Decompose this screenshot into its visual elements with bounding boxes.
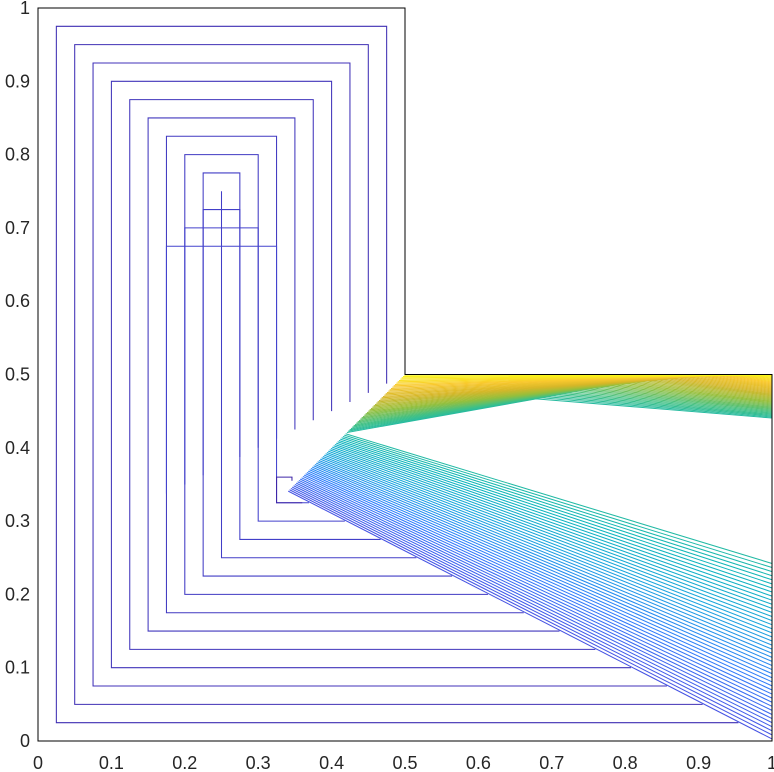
contour-lines: [55, 25, 773, 740]
contour-line: [300, 478, 773, 703]
contour-line: [291, 486, 773, 728]
contour-line: [328, 450, 773, 618]
contour-line: [289, 489, 773, 736]
contour-line: [310, 467, 773, 671]
contour-line: [302, 475, 773, 695]
contour-line: [317, 461, 773, 650]
contour-line: [332, 446, 773, 605]
contour-line: [342, 435, 773, 573]
contour-line: [340, 438, 773, 581]
contour-line: [314, 463, 773, 658]
contour-line: [306, 471, 773, 683]
contour-line: [287, 490, 773, 740]
y-tick-label: 0.1: [5, 658, 30, 678]
contour-line: [322, 455, 773, 634]
contour-line: [330, 447, 773, 609]
contour-line: [290, 487, 773, 732]
x-tick-label: 0.8: [613, 753, 638, 772]
contour-line: [220, 191, 417, 559]
contour-line: [312, 466, 773, 666]
contour-line: [318, 459, 773, 646]
contour-line: [110, 80, 632, 669]
contour-line: [92, 62, 667, 687]
domain-boundary: [37, 7, 773, 742]
y-tick-label: 1: [20, 0, 30, 18]
x-tick-label: 0.3: [246, 753, 271, 772]
y-axis-ticks: 0 0.1 0.2 0.3 0.4 0.5 0.6 0.7 0.8 0.9 1: [5, 0, 30, 751]
contour-line: [313, 465, 773, 662]
x-tick-label: 0.5: [392, 753, 417, 772]
contour-line: [338, 439, 773, 585]
contour-line: [129, 99, 596, 650]
contour-line: [55, 25, 739, 724]
x-tick-label: 0.1: [99, 753, 124, 772]
contour-line: [294, 483, 773, 720]
contour-line: [329, 449, 773, 613]
x-tick-label: 0.9: [686, 753, 711, 772]
x-tick-label: 0.6: [466, 753, 491, 772]
contour-line: [298, 479, 773, 707]
contour-line: [184, 227, 345, 522]
contour-line: [202, 209, 381, 540]
contour-line: [325, 453, 773, 626]
contour-line: [345, 433, 773, 564]
contour-line: [344, 434, 773, 569]
y-tick-label: 0.8: [5, 145, 30, 165]
contour-line: [147, 117, 560, 632]
x-tick-label: 1: [767, 753, 774, 772]
x-tick-label: 0.4: [319, 753, 344, 772]
contour-line: [321, 457, 773, 638]
contour-line: [336, 442, 773, 593]
x-axis-ticks: 0 0.1 0.2 0.3 0.4 0.5 0.6 0.7 0.8 0.9 1: [33, 753, 774, 772]
contour-line: [337, 441, 773, 589]
contour-line: [296, 482, 773, 715]
contour-line: [301, 477, 773, 699]
contour-line: [74, 44, 703, 705]
y-tick-label: 0.2: [5, 584, 30, 604]
contour-line: [309, 469, 773, 675]
contour-line: [305, 473, 773, 687]
contour-line: [297, 481, 773, 711]
y-tick-label: 0.6: [5, 291, 30, 311]
x-tick-label: 0: [33, 753, 43, 772]
y-tick-label: 0: [20, 731, 30, 751]
contour-line: [334, 443, 773, 597]
contour-line: [324, 454, 773, 630]
contour-line: [320, 458, 773, 642]
y-tick-label: 0.4: [5, 438, 30, 458]
contour-line: [304, 474, 773, 691]
contour-line: [276, 476, 303, 504]
contour-line: [308, 470, 773, 679]
y-tick-label: 0.9: [5, 71, 30, 91]
y-tick-label: 0.3: [5, 511, 30, 531]
contour-line: [165, 135, 524, 614]
contour-line: [316, 462, 773, 654]
contour-line: [293, 485, 773, 724]
x-tick-label: 0.2: [172, 753, 197, 772]
contour-line: [165, 245, 310, 504]
contour-line: [326, 451, 773, 622]
y-tick-label: 0.7: [5, 218, 30, 238]
contour-line: [341, 437, 773, 577]
x-tick-label: 0.7: [539, 753, 564, 772]
contour-line: [333, 445, 773, 601]
y-tick-label: 0.5: [5, 365, 30, 385]
